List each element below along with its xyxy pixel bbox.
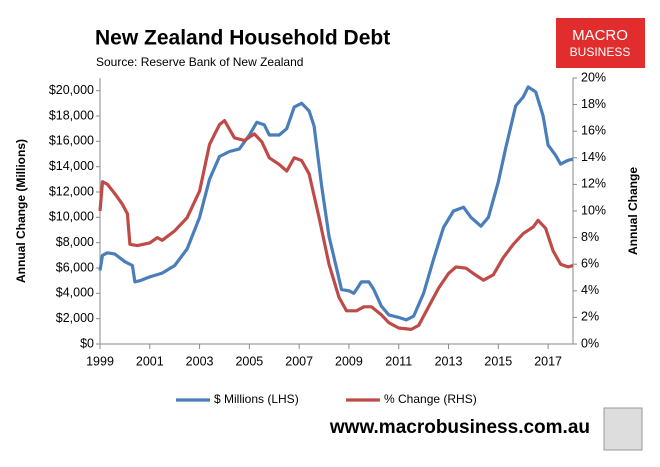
x-tick-label: 2011 [385, 354, 412, 368]
x-tick-label: 2015 [484, 354, 512, 368]
x-tick-label: 1999 [86, 354, 114, 368]
chart-subtitle: Source: Reserve Bank of New Zealand [96, 55, 303, 69]
logo-text: MACRO [572, 27, 628, 44]
y2-tick-label: 18% [581, 97, 606, 111]
y-tick-label: $8,000 [56, 235, 94, 249]
x-tick-label: 2007 [285, 354, 313, 368]
y2-tick-label: 14% [581, 150, 606, 164]
x-tick-label: 2003 [186, 354, 214, 368]
y-tick-label: $20,000 [49, 83, 94, 97]
x-tick-label: 2005 [235, 354, 263, 368]
y2-tick-label: 20% [581, 70, 606, 84]
y-tick-label: $14,000 [49, 159, 94, 173]
chart-title: New Zealand Household Debt [95, 27, 390, 50]
legend-label: % Change (RHS) [384, 392, 477, 406]
y-tick-label: $4,000 [56, 286, 94, 300]
x-tick-label: 2009 [335, 354, 363, 368]
y-tick-label: $6,000 [56, 260, 94, 274]
y2-tick-label: 2% [581, 310, 599, 324]
y-tick-label: $10,000 [49, 210, 94, 224]
y2-tick-label: 6% [581, 256, 599, 270]
legend-label: $ Millions (LHS) [214, 392, 299, 406]
y-tick-label: $16,000 [49, 134, 94, 148]
logo-box [556, 18, 645, 68]
series-line [98, 85, 574, 322]
x-tick-label: 2013 [435, 354, 463, 368]
y-tick-label: $0 [80, 336, 94, 350]
y2-tick-label: 10% [581, 203, 606, 217]
y2-tick-label: 0% [581, 336, 599, 350]
y-tick-label: $18,000 [49, 108, 94, 122]
y2-tick-label: 12% [581, 177, 606, 191]
x-tick-label: 2017 [534, 354, 562, 368]
y-tick-label: $12,000 [49, 184, 94, 198]
y-tick-label: $2,000 [56, 311, 94, 325]
y2-tick-label: 8% [581, 230, 599, 244]
y-axis-label: Annual Change (Millions) [14, 139, 28, 283]
y2-axis-label: Annual Change [626, 167, 640, 255]
wolf-icon [603, 407, 643, 451]
y2-tick-label: 4% [581, 283, 599, 297]
x-tick-label: 2001 [136, 354, 164, 368]
series-line [98, 119, 574, 331]
logo-text: BUSINESS [570, 45, 631, 59]
y2-tick-label: 16% [581, 123, 606, 137]
footer: www.macrobusiness.com.au [329, 417, 590, 438]
